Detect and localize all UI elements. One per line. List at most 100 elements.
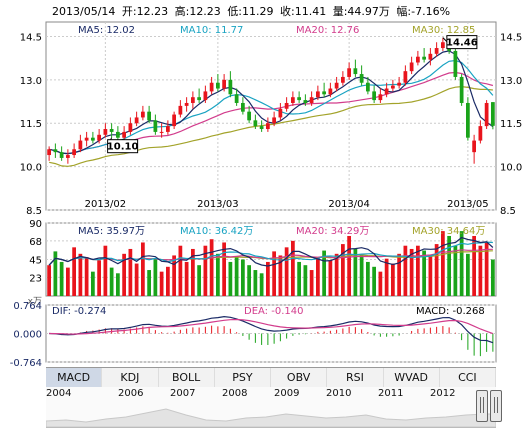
candle-body [309,97,314,103]
timeline-navigator[interactable]: 2004 2006 2007 2008 2009 2010 2011 2012 [46,387,496,428]
stock-chart[interactable]: 14.5 14.5 13.0 13.0 11.5 11.5 10.0 10.0 8.5 8.5 20… [0,0,524,366]
quote-high: 高:12.23 [174,5,221,18]
volume-bar [103,245,108,296]
candle-body [453,50,458,77]
volume-bar [266,261,270,296]
candle-body [434,48,439,54]
candle-body [241,102,245,112]
volume-bar [109,267,114,296]
volume-bar [147,270,151,296]
volume-bar [66,267,70,296]
price-legend-ma20: MA20: 12.76 [296,25,359,36]
volume-bar [297,261,301,296]
quote-open: 开:12.23 [121,5,169,18]
tab-cci[interactable]: CCI [440,368,496,387]
volume-bar [91,271,95,296]
candle-body [172,114,176,127]
volume-bar [409,248,414,296]
candle-body [478,126,483,141]
volume-bar [253,270,258,296]
volume-bar [328,260,333,296]
annotation-label: 10.10 [107,142,139,153]
candle-body [78,140,83,150]
tab-rsi[interactable]: RSI [327,368,384,387]
volume-bar [197,265,201,296]
candle-body [147,111,151,121]
timeline-year-2007: 2007 [170,388,196,399]
candle-body [259,126,264,130]
tab-kdj[interactable]: KDJ [102,368,159,387]
volume-legend-ma20: MA20: 34.29万 [296,226,369,237]
range-handle-right[interactable] [490,390,502,422]
tab-wvad[interactable]: WVAD [384,368,440,387]
candle-body [247,111,251,121]
volume-bar [472,235,476,296]
macd-dea-label: DEA: -0.140 [244,306,303,317]
candle-body [347,68,351,77]
volume-bar [447,235,451,296]
candle-body [403,71,408,83]
volume-bar [372,266,376,296]
candle-body [416,56,420,63]
volume-bar [172,255,176,296]
volume-y-tick: 68 [29,237,42,248]
timeline-overview [46,408,496,427]
tab-psy[interactable]: PSY [215,368,271,387]
volume-ma10-line [48,241,493,266]
quote-info-bar: 2013/05/14 开:12.23 高:12.23 低:11.29 收:11.… [52,3,453,19]
volume-bar [222,242,226,296]
volume-bar [122,253,126,296]
candle-body [166,126,170,132]
candle-body [322,91,326,95]
candle-body [53,149,58,153]
range-handle-left[interactable] [476,390,488,422]
price-x-tick: 2013/05 [447,199,489,210]
candle-body [159,131,164,133]
candle-body [466,102,470,138]
candle-body [441,42,445,49]
candle-body [491,102,495,126]
quote-change: 幅:-7.16% [396,5,451,18]
volume-bar [209,239,214,296]
price-legend-ma10: MA10: 11.77 [180,25,243,36]
price-legend-ma5: MA5: 12.02 [78,25,135,36]
candle-body [359,74,364,83]
volume-bar [309,270,314,296]
annotation-box [107,139,139,154]
quote-date: 2013/05/14 [52,5,116,18]
tab-obv[interactable]: OBV [271,368,328,387]
volume-ma5-line [48,236,494,267]
candle-body [428,53,433,60]
candle-body [153,120,158,132]
candle-body [409,62,414,72]
volume-bar [347,235,351,296]
volume-bar [359,255,364,296]
candle-body [459,76,464,103]
candle-body [341,76,345,83]
candle-body [284,102,289,109]
volume-bar [153,258,158,296]
volume-bar [203,245,208,296]
candle-body [47,149,51,156]
volume-legend-ma5: MA5: 35.97万 [78,226,145,237]
candle-body [378,94,383,101]
macd-y-tick: 0.764 [13,301,42,312]
macd-dif-label: DIF: -0.274 [52,306,106,317]
tab-boll[interactable]: BOLL [159,368,215,387]
volume-y-tick: 90 [29,219,42,230]
volume-bar [366,261,370,296]
tab-macd[interactable]: MACD [46,368,103,387]
candle-body [422,56,426,60]
candle-body [328,88,333,95]
candle-body [484,102,489,127]
candle-body [91,137,95,141]
volume-bar [53,251,58,296]
candle-body [334,82,339,89]
candle-body [116,131,120,138]
candle-body [384,88,389,95]
volume-bar [316,257,320,296]
volume-bar [428,255,433,296]
volume-bar [303,265,308,296]
macd-y-tick: 0.000 [13,330,42,341]
volume-bar [47,265,51,296]
